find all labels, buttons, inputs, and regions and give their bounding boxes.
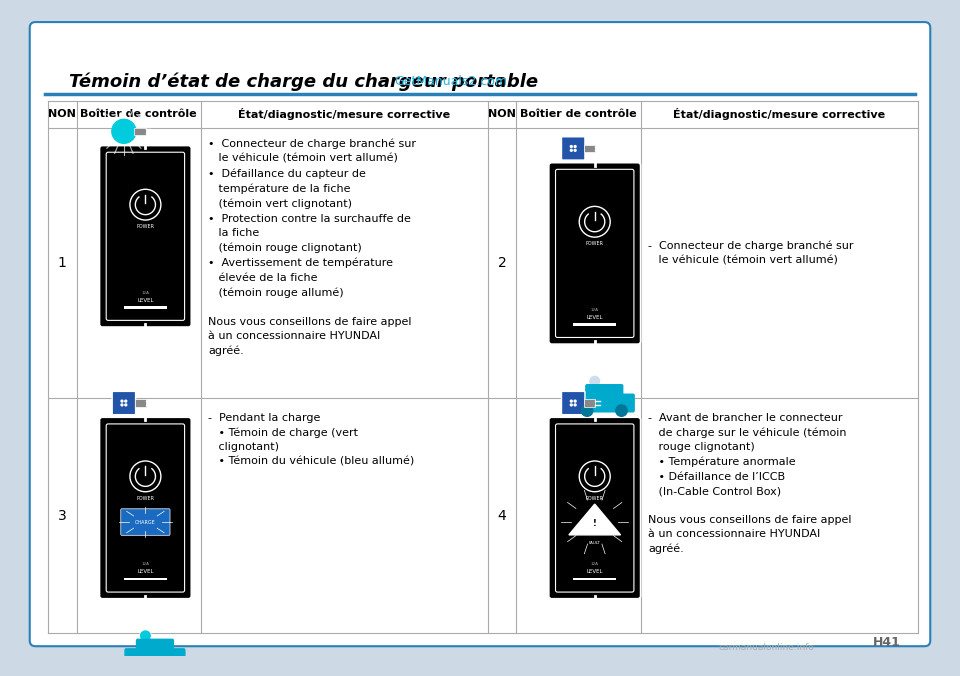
Text: POWER: POWER [586,241,604,246]
Text: 3: 3 [58,508,66,523]
Text: 12A: 12A [590,562,599,566]
FancyBboxPatch shape [112,391,135,414]
Text: FAULT: FAULT [588,541,601,545]
Circle shape [125,404,127,406]
Circle shape [112,120,136,143]
Circle shape [121,404,123,406]
Text: 12A: 12A [590,308,599,312]
Circle shape [140,631,150,641]
Text: Témoin d’état de charge du chargeur portable: Témoin d’état de charge du chargeur port… [69,72,538,91]
Text: Boîtier de contrôle: Boîtier de contrôle [81,110,197,119]
Circle shape [130,349,138,360]
Text: POWER: POWER [586,496,604,500]
Text: POWER: POWER [136,496,155,500]
Text: LEVEL: LEVEL [137,297,154,303]
Bar [124,577,167,581]
Circle shape [615,405,627,416]
Bar [584,400,595,407]
Text: GetManuals2.com: GetManuals2.com [394,76,507,89]
FancyBboxPatch shape [549,163,640,344]
Circle shape [166,660,178,671]
Circle shape [570,149,572,151]
FancyBboxPatch shape [125,648,185,667]
Text: -  Pendant la charge
   • Témoin de charge (vert
   clignotant)
   • Témoin du v: - Pendant la charge • Témoin de charge (… [208,412,415,466]
Circle shape [574,400,576,402]
Text: carmanualonline.info: carmanualonline.info [719,643,815,652]
Text: Boîtier de contrôle: Boîtier de contrôle [520,110,636,119]
Text: LEVEL: LEVEL [587,315,603,320]
Circle shape [582,405,593,416]
Text: LEVEL: LEVEL [587,569,603,575]
Circle shape [570,400,572,402]
FancyBboxPatch shape [562,391,585,414]
Polygon shape [569,504,620,535]
Text: 12A: 12A [141,562,150,566]
Bar [584,145,595,152]
Text: -  Avant de brancher le connecteur
   de charge sur le véhicule (témoin
   rouge: - Avant de brancher le connecteur de cha… [648,412,852,554]
Bar [573,323,616,326]
Circle shape [121,400,123,402]
Text: •  Connecteur de charge branché sur
   le véhicule (témoin vert allumé)
•  Défai: • Connecteur de charge branché sur le vé… [208,139,417,356]
Text: 1: 1 [58,256,66,270]
Text: État/diagnostic/mesure corrective: État/diagnostic/mesure corrective [238,108,450,120]
Text: POWER: POWER [136,224,155,229]
Text: NON: NON [48,110,76,119]
Circle shape [590,377,599,386]
FancyBboxPatch shape [30,22,930,646]
Circle shape [574,404,576,406]
Text: État/diagnostic/mesure corrective: État/diagnostic/mesure corrective [673,108,885,120]
Bar [134,128,146,135]
FancyBboxPatch shape [121,509,170,535]
Circle shape [574,149,576,151]
FancyBboxPatch shape [574,393,635,412]
Circle shape [574,145,576,147]
Circle shape [125,400,127,402]
FancyBboxPatch shape [136,639,174,654]
Circle shape [132,660,143,671]
Circle shape [570,145,572,147]
Text: 4: 4 [497,508,506,523]
Circle shape [570,404,572,406]
Bar [134,400,146,407]
Bar [573,577,616,581]
FancyBboxPatch shape [549,417,640,599]
Text: CHARGE: CHARGE [135,520,156,525]
Text: 2: 2 [497,256,506,270]
FancyBboxPatch shape [586,384,623,400]
Text: -  Connecteur de charge branché sur
   le véhicule (témoin vert allumé): - Connecteur de charge branché sur le vé… [648,241,853,266]
Circle shape [579,621,588,631]
Text: NON: NON [488,110,516,119]
Text: H41: H41 [873,636,900,649]
Text: 12A: 12A [141,291,150,295]
Text: !: ! [592,519,597,528]
FancyBboxPatch shape [100,417,191,599]
FancyBboxPatch shape [562,137,585,160]
Bar [124,306,167,309]
FancyBboxPatch shape [100,145,191,327]
Text: LEVEL: LEVEL [137,569,154,575]
